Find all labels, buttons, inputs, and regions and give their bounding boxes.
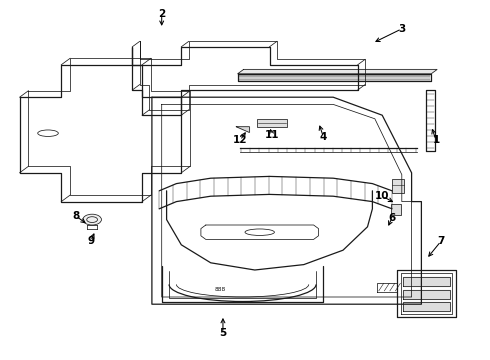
Ellipse shape	[83, 214, 101, 225]
Bar	[257, 119, 287, 127]
Text: 5: 5	[220, 328, 226, 338]
Polygon shape	[238, 69, 437, 74]
Text: 2: 2	[158, 9, 165, 19]
Text: 11: 11	[265, 130, 279, 140]
Text: 888: 888	[215, 287, 226, 292]
Polygon shape	[403, 302, 450, 311]
Text: 8: 8	[73, 211, 79, 221]
Text: 3: 3	[398, 24, 405, 34]
Text: 10: 10	[375, 191, 390, 201]
Bar	[392, 179, 404, 193]
Bar	[391, 204, 401, 215]
Polygon shape	[236, 127, 249, 132]
Text: 12: 12	[233, 135, 247, 145]
Text: 6: 6	[389, 213, 395, 223]
Polygon shape	[403, 277, 450, 286]
Text: 9: 9	[87, 236, 94, 246]
Text: 4: 4	[319, 132, 327, 142]
Text: 7: 7	[437, 236, 445, 246]
Polygon shape	[403, 290, 450, 299]
Text: 1: 1	[433, 135, 440, 145]
